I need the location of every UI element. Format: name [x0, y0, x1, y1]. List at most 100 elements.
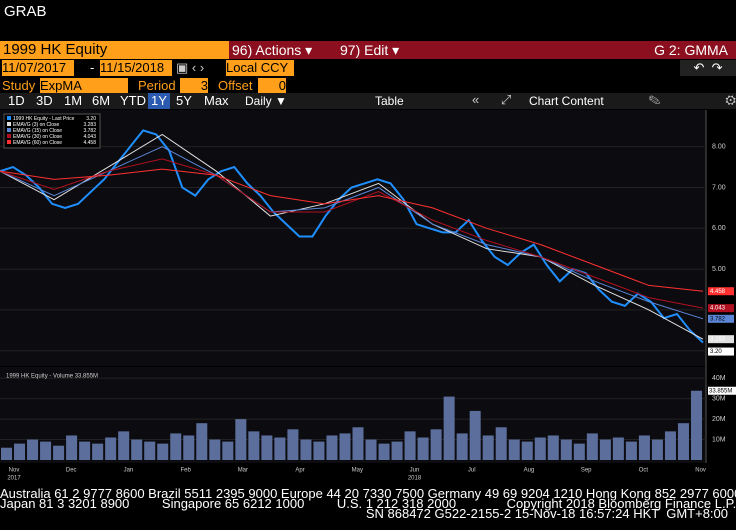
volume-bar — [573, 443, 585, 460]
range-button[interactable]: 6M — [92, 93, 111, 108]
volume-bar — [417, 437, 429, 460]
y-tick-label: 30M — [712, 395, 726, 402]
legend-name: 1999 HK Equity - Last Price — [13, 116, 75, 122]
volume-bar — [313, 441, 325, 460]
volume-bar — [183, 435, 195, 460]
range-button[interactable]: 1D — [8, 93, 25, 108]
volume-bar — [300, 439, 312, 460]
frequency[interactable]: Daily ▼ — [245, 94, 287, 108]
volume-bar — [170, 433, 182, 460]
legend-name: EMAVG (15) on Close — [13, 128, 62, 134]
volume-bar — [521, 441, 533, 460]
volume-bar — [495, 427, 507, 460]
end-date[interactable]: 11/15/2018 — [100, 60, 172, 76]
volume-bar — [586, 433, 598, 460]
range-button[interactable]: YTD — [120, 93, 146, 108]
volume-bar — [118, 431, 130, 460]
footer-line: Australia 61 2 9777 8600 Brazil 5511 239… — [0, 486, 736, 501]
chart-content-button[interactable]: Chart Content — [529, 94, 604, 108]
period[interactable]: 3 — [180, 78, 208, 94]
volume-bar — [66, 435, 78, 460]
edit: 97) Edit — [340, 42, 389, 58]
nav-arrows[interactable]: ▣ ‹ › — [176, 60, 205, 75]
last-value-label: 3.782 — [710, 316, 726, 322]
edit-menu[interactable]: 97) Edit ▾ — [340, 42, 400, 58]
volume-bar — [391, 441, 403, 460]
y-tick-label: 20M — [712, 416, 726, 423]
volume-bar — [469, 410, 481, 460]
volume-bar — [92, 443, 104, 460]
x-tick-label: Feb — [180, 468, 191, 474]
frequency-text: Daily — [245, 94, 272, 108]
x-tick-label: Nov — [695, 468, 706, 474]
volume-bar — [534, 437, 546, 460]
actions: 96) Actions — [232, 42, 302, 58]
last-value-tag — [708, 304, 734, 313]
range-button[interactable]: 1Y — [148, 93, 170, 109]
currency[interactable]: Local CCY — [226, 60, 294, 76]
actions-menu[interactable]: 96) Actions ▾ — [232, 42, 313, 58]
volume-bar — [547, 435, 559, 460]
y-tick-label: 40M — [712, 375, 726, 382]
study[interactable]: ExpMA — [40, 78, 128, 94]
series-line — [0, 168, 704, 292]
volume-bar — [651, 439, 663, 460]
range-button[interactable]: 5Y — [176, 93, 192, 108]
legend-swatch — [7, 116, 11, 120]
legend-name: EMAVG (60) on Close — [13, 140, 62, 146]
x-tick-label: Sep — [581, 468, 592, 474]
y-tick-label: 10M — [712, 436, 726, 443]
footer-line: Japan 81 3 3201 8900 Singapore 65 6212 1… — [0, 496, 736, 511]
offset[interactable]: 0 — [258, 78, 286, 94]
legend-value: 3.782 — [83, 128, 96, 134]
volume-bar — [53, 445, 65, 460]
range-button[interactable]: 1M — [64, 93, 83, 108]
volume-bar — [677, 423, 689, 460]
last-value-label: 4.458 — [710, 289, 726, 295]
last-value-tag — [708, 347, 734, 356]
legend-swatch — [7, 122, 11, 126]
x-tick-label: Oct — [639, 468, 649, 474]
volume-bar — [443, 396, 455, 460]
volume-bar — [157, 443, 169, 460]
volume-bar — [248, 431, 260, 460]
undo-redo[interactable]: ↶ ↷ — [680, 60, 736, 76]
offset-label: Offset — [218, 78, 253, 93]
volume-bar — [326, 435, 338, 460]
legend-value: 3.283 — [83, 122, 96, 128]
toolbar-icons[interactable]: « ⤢ ✎ ⚙ — [472, 92, 736, 107]
volume-bar — [105, 437, 117, 460]
volume-bar — [274, 437, 286, 460]
series-line — [0, 158, 704, 309]
series-line — [0, 146, 704, 320]
volume-bar — [339, 433, 351, 460]
volume-bar — [560, 439, 572, 460]
volume-bar — [690, 390, 702, 460]
x-tick-label: Apr — [295, 468, 304, 474]
range-button[interactable]: Max — [204, 93, 229, 108]
table-button[interactable]: Table — [375, 94, 404, 108]
toolbar — [0, 93, 736, 109]
volume-bar — [235, 419, 247, 460]
last-value-tag — [708, 386, 736, 395]
volume-bar — [196, 423, 208, 460]
legend-swatch — [7, 134, 11, 138]
security[interactable]: 1999 HK Equity — [0, 41, 229, 59]
x-tick-label: Mar — [238, 468, 248, 474]
x-tick-label: Jun — [410, 468, 420, 474]
year-label: 2018 — [408, 476, 422, 482]
range-button[interactable]: 3D — [36, 93, 53, 108]
volume-bar — [404, 431, 416, 460]
volume-bar — [612, 437, 624, 460]
volume-bar — [482, 435, 494, 460]
start-date[interactable]: 11/07/2017 — [2, 60, 74, 76]
period-label: Period — [138, 78, 176, 93]
last-value-tag — [708, 335, 734, 344]
last-value-label: 3.20 — [710, 349, 722, 355]
study-label: Study — [2, 78, 36, 93]
page-code: G 2: GMMA — [654, 42, 728, 58]
volume-bar — [599, 439, 611, 460]
x-tick-label: Aug — [524, 468, 535, 474]
volume-bar — [209, 439, 221, 460]
